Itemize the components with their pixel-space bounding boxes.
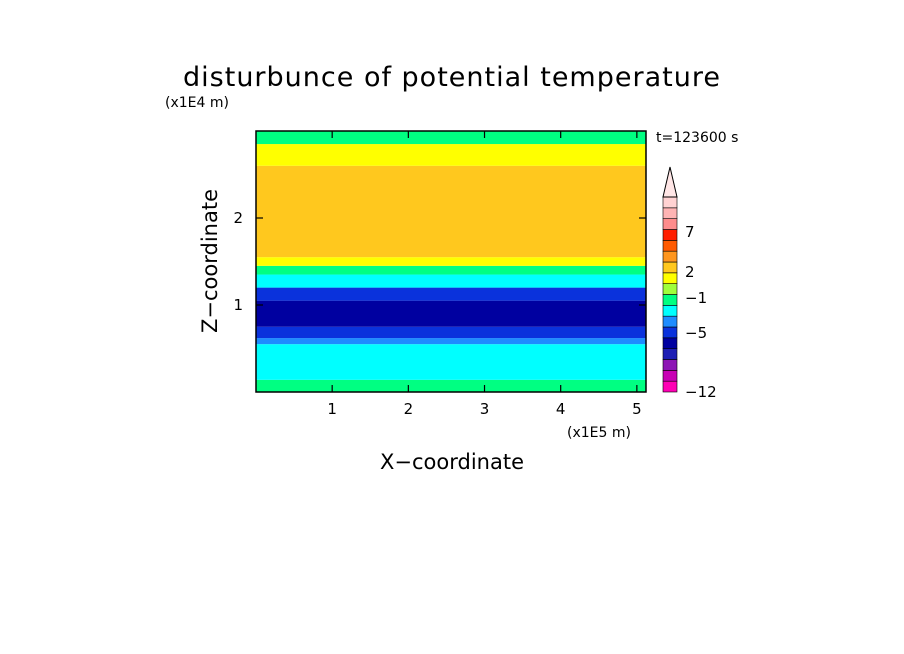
y-axis: 12 bbox=[233, 209, 646, 314]
colorbar-band bbox=[662, 196, 678, 209]
colorbar-label: −12 bbox=[685, 383, 717, 401]
colorbar-band bbox=[662, 337, 678, 349]
plot-frame bbox=[255, 130, 647, 393]
colorbar-label: −5 bbox=[685, 324, 707, 342]
colorbar-band bbox=[662, 240, 678, 252]
field-band bbox=[256, 144, 646, 166]
colorbar-band bbox=[662, 348, 678, 360]
colorbar-band bbox=[662, 207, 678, 219]
field-band bbox=[256, 257, 646, 266]
chart-title: disturbunce of potential temperature bbox=[183, 62, 721, 93]
field-band bbox=[256, 338, 646, 345]
field-band bbox=[256, 274, 646, 288]
colorbar: −12−5−127 bbox=[662, 166, 717, 401]
field-band bbox=[256, 265, 646, 275]
field-band bbox=[256, 131, 646, 145]
y-axis-title: Z−coordinate bbox=[198, 189, 222, 333]
x-tick-label: 3 bbox=[480, 400, 490, 418]
colorbar-label: 7 bbox=[685, 223, 695, 241]
colorbar-band bbox=[662, 250, 678, 263]
field-band bbox=[256, 300, 646, 327]
x-tick-label: 2 bbox=[404, 400, 414, 418]
field-band bbox=[256, 165, 646, 258]
colorbar-label: −1 bbox=[685, 289, 707, 307]
x-axis-title: X−coordinate bbox=[380, 450, 524, 474]
field-band bbox=[256, 344, 646, 380]
x-tick-label: 4 bbox=[556, 400, 566, 418]
colorbar-band bbox=[662, 229, 678, 241]
colorbar-label: 2 bbox=[685, 263, 695, 281]
x-axis: 1 2 3 4 5 bbox=[327, 131, 642, 418]
y-unit-label: (x1E4 m) bbox=[165, 95, 229, 111]
y-tick-label: 2 bbox=[233, 209, 243, 227]
time-label: t=123600 s bbox=[656, 130, 738, 146]
colorbar-band bbox=[662, 218, 678, 230]
x-tick-label: 5 bbox=[632, 400, 642, 418]
x-unit-label: (x1E5 m) bbox=[567, 425, 631, 441]
potential-temperature-field bbox=[256, 131, 646, 392]
colorbar-band bbox=[662, 315, 678, 328]
colorbar-band bbox=[662, 380, 678, 393]
colorbar-band bbox=[662, 294, 678, 306]
colorbar-band bbox=[662, 305, 678, 317]
y-tick-label: 1 bbox=[233, 296, 243, 314]
field-band bbox=[256, 326, 646, 339]
colorbar-overflow-arrow bbox=[662, 166, 678, 198]
x-tick-label: 1 bbox=[327, 400, 337, 418]
colorbar-band bbox=[662, 370, 678, 382]
colorbar-band bbox=[662, 272, 678, 284]
colorbar-band bbox=[662, 359, 678, 371]
field-band bbox=[256, 379, 646, 392]
colorbar-band bbox=[662, 261, 678, 274]
field-band bbox=[256, 287, 646, 301]
colorbar-band bbox=[662, 326, 678, 339]
colorbar-band bbox=[662, 283, 678, 295]
